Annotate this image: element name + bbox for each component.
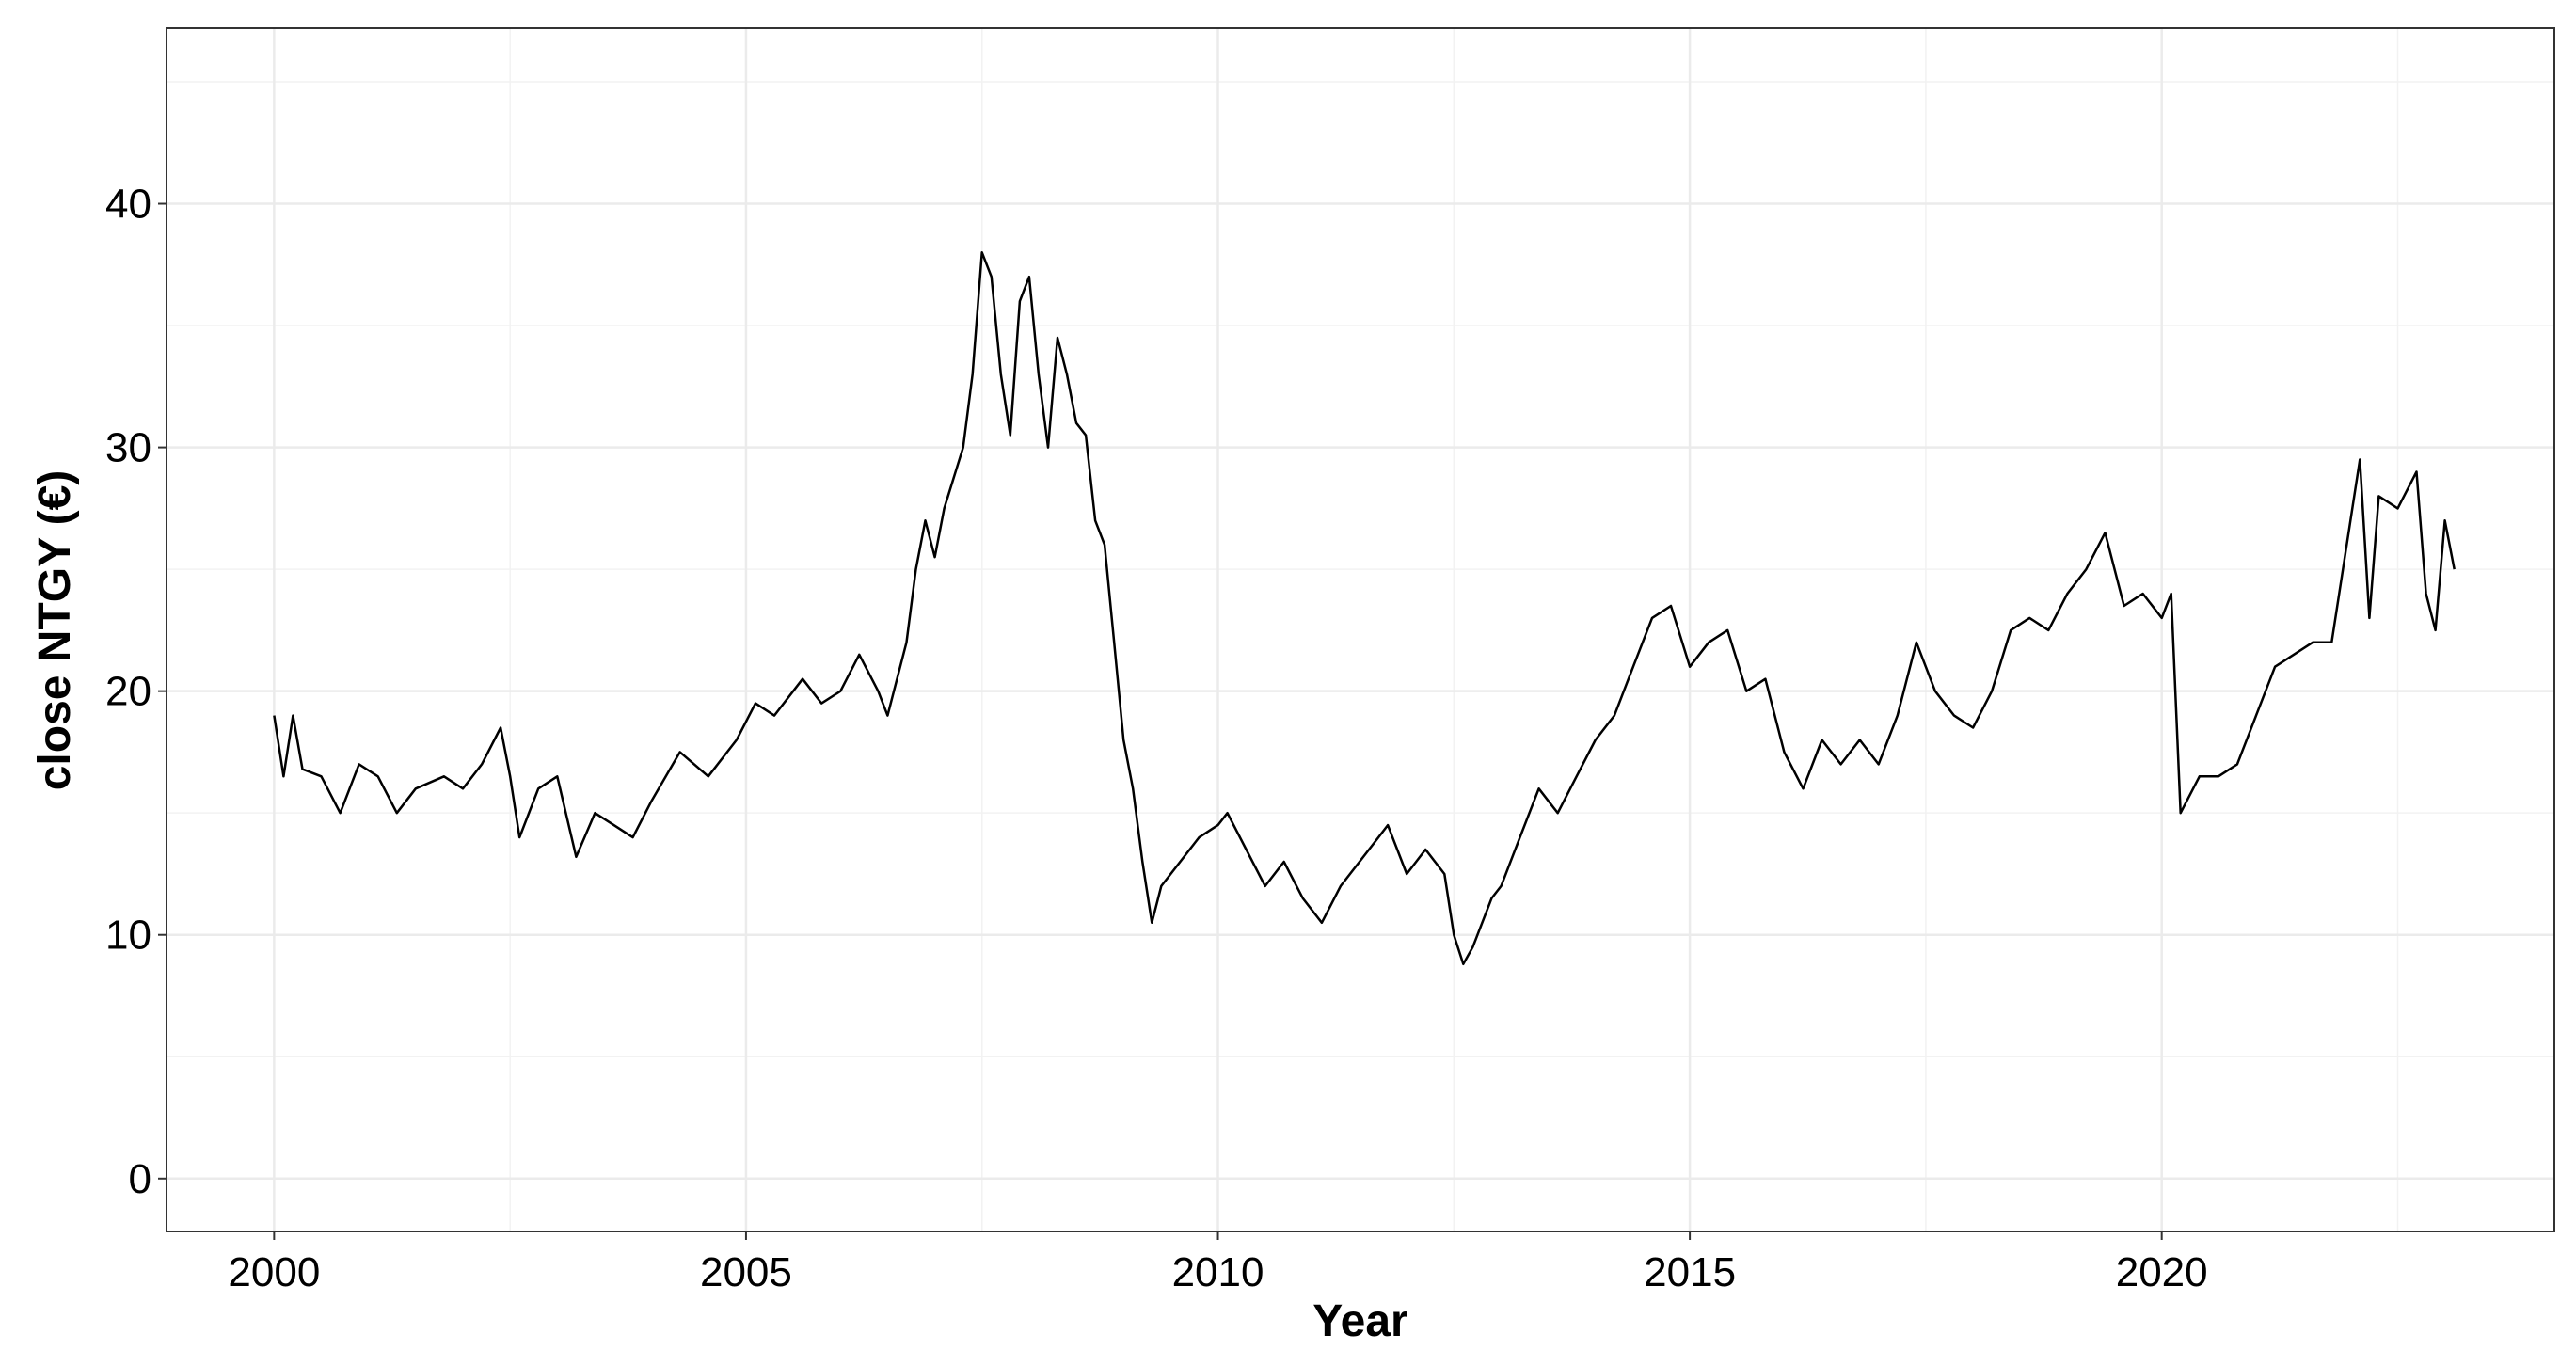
x-tick-label: 2015 xyxy=(1644,1249,1736,1295)
x-tick-label: 2000 xyxy=(228,1249,320,1295)
panel-border xyxy=(166,27,2555,1232)
y-tick-label: 0 xyxy=(129,1156,151,1202)
y-tick-label: 40 xyxy=(105,182,151,228)
price-line xyxy=(273,251,2456,966)
y-tick-label: 30 xyxy=(105,425,151,471)
y-tick-label: 20 xyxy=(105,669,151,715)
x-tick-label: 2005 xyxy=(700,1249,792,1295)
x-tick-label: 2010 xyxy=(1172,1249,1264,1295)
y-tick-label: 10 xyxy=(105,913,151,959)
x-tick-label: 2020 xyxy=(2116,1249,2208,1295)
y-axis-title: close NTGY (€) xyxy=(30,470,80,791)
x-axis-title: Year xyxy=(1312,1296,1407,1346)
